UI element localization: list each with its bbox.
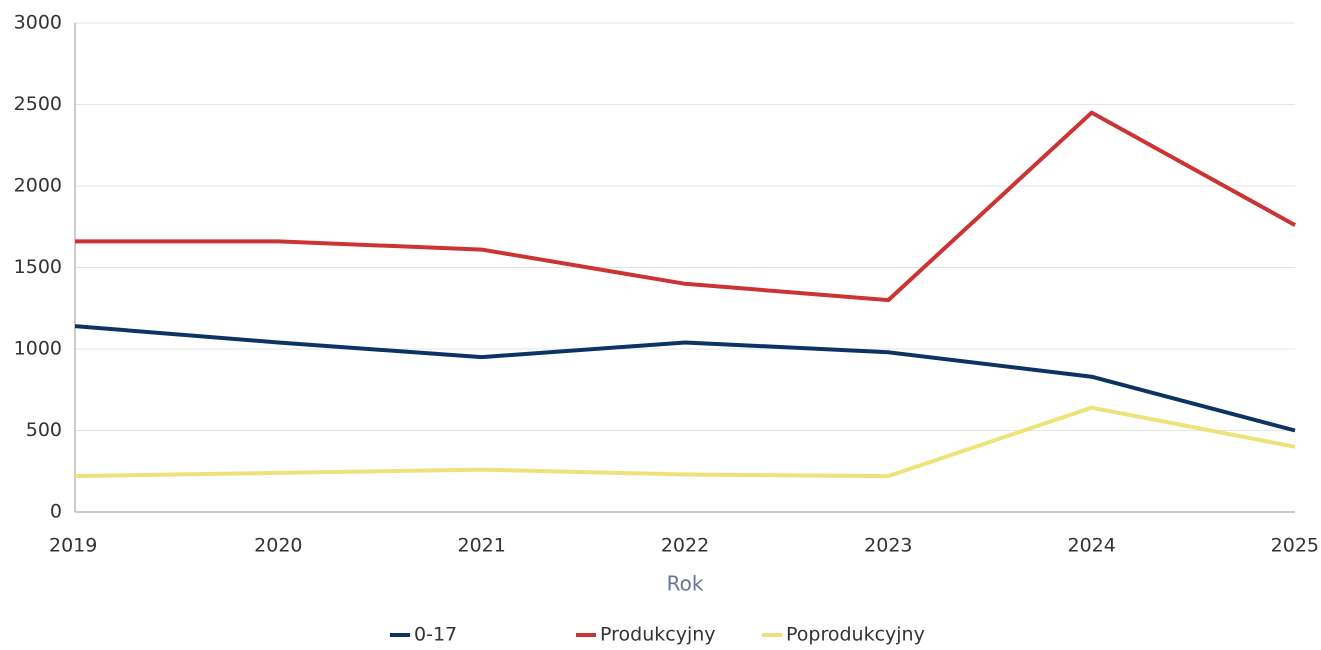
x-tick-label: 2023 — [864, 535, 912, 557]
y-tick-label: 2500 — [14, 93, 62, 115]
x-tick-label: 2019 — [49, 535, 97, 557]
y-tick-label: 2000 — [14, 175, 62, 197]
x-tick-label: 2024 — [1067, 535, 1115, 557]
x-tick-label: 2021 — [457, 535, 505, 557]
series-line — [74, 405, 1296, 479]
y-tick-label: 0 — [50, 501, 62, 523]
legend-label: Produkcyjny — [600, 624, 716, 646]
x-axis-label: Rok — [667, 572, 704, 596]
x-tick-label: 2022 — [661, 535, 709, 557]
y-tick-label: 3000 — [14, 12, 62, 34]
series-line — [74, 324, 1296, 433]
legend-label: 0-17 — [414, 624, 457, 646]
x-tick-label: 2020 — [254, 535, 302, 557]
x-tick-label: 2025 — [1271, 535, 1319, 557]
series-line — [75, 110, 1296, 303]
legend-label: Poprodukcyjny — [786, 624, 925, 646]
y-tick-label: 1000 — [14, 338, 62, 360]
y-tick-label: 500 — [26, 419, 62, 441]
y-tick-label: 1500 — [14, 256, 62, 278]
